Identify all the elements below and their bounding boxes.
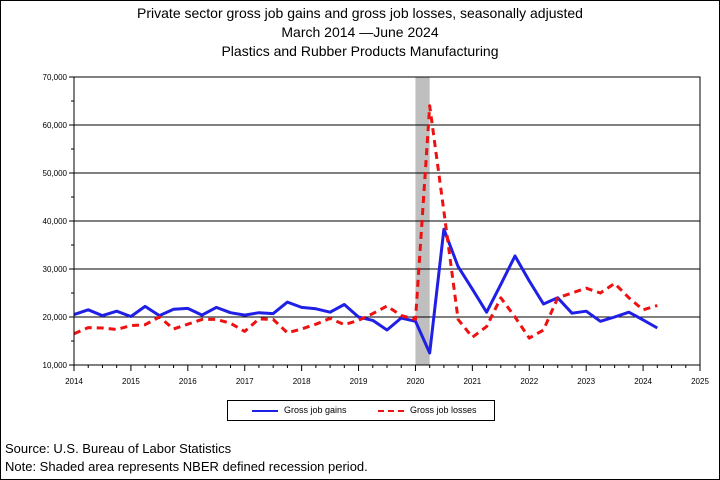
x-tick-label: 2014 xyxy=(65,377,83,386)
x-tick-label: 2023 xyxy=(577,377,595,386)
chart-subtitle-period: March 2014 —June 2024 xyxy=(281,24,439,40)
chart-subtitle-industry: Plastics and Rubber Products Manufacturi… xyxy=(221,43,499,59)
series-line-gross-job-losses xyxy=(73,104,658,340)
x-tick-label: 2022 xyxy=(520,377,538,386)
x-tick-label: 2017 xyxy=(236,377,254,386)
chart-title-block: Private sector gross job gains and gross… xyxy=(0,4,720,61)
series-line-gross-job-gains xyxy=(73,227,659,355)
source-note: Source: U.S. Bureau of Labor Statistics xyxy=(5,441,232,456)
y-tick-label: 50,000 xyxy=(43,169,68,178)
x-tick-label: 2015 xyxy=(122,377,140,386)
x-tick-label: 2018 xyxy=(293,377,311,386)
y-tick-label: 20,000 xyxy=(43,313,68,322)
plot-area-border xyxy=(73,76,701,366)
recession-note: Note: Shaded area represents NBER define… xyxy=(5,459,368,474)
y-tick-label: 40,000 xyxy=(43,217,68,226)
y-tick-label: 30,000 xyxy=(43,265,68,274)
x-tick-label: 2016 xyxy=(179,377,197,386)
legend-label-gains: Gross job gains xyxy=(284,405,347,415)
y-tick-label: 10,000 xyxy=(43,361,68,370)
y-tick-label: 70,000 xyxy=(43,73,68,82)
chart-title: Private sector gross job gains and gross… xyxy=(137,5,583,21)
legend-swatch-gains xyxy=(252,410,278,412)
x-tick-label: 2025 xyxy=(691,377,709,386)
line-chart: 10,000 20,000 30,000 40,000 50,000 60,000 70,0… xyxy=(43,73,710,386)
x-tick-label: 2019 xyxy=(350,377,368,386)
y-tick-label: 60,000 xyxy=(43,121,68,130)
x-tick-label: 2020 xyxy=(407,377,425,386)
legend-label-losses: Gross job losses xyxy=(410,405,477,415)
x-tick-label: 2024 xyxy=(634,377,652,386)
x-tick-label: 2021 xyxy=(463,377,481,386)
chart-legend: Gross job gains Gross job losses xyxy=(227,400,495,421)
legend-swatch-losses xyxy=(378,410,404,412)
footnotes: Source: U.S. Bureau of Labor Statistics … xyxy=(5,440,368,476)
